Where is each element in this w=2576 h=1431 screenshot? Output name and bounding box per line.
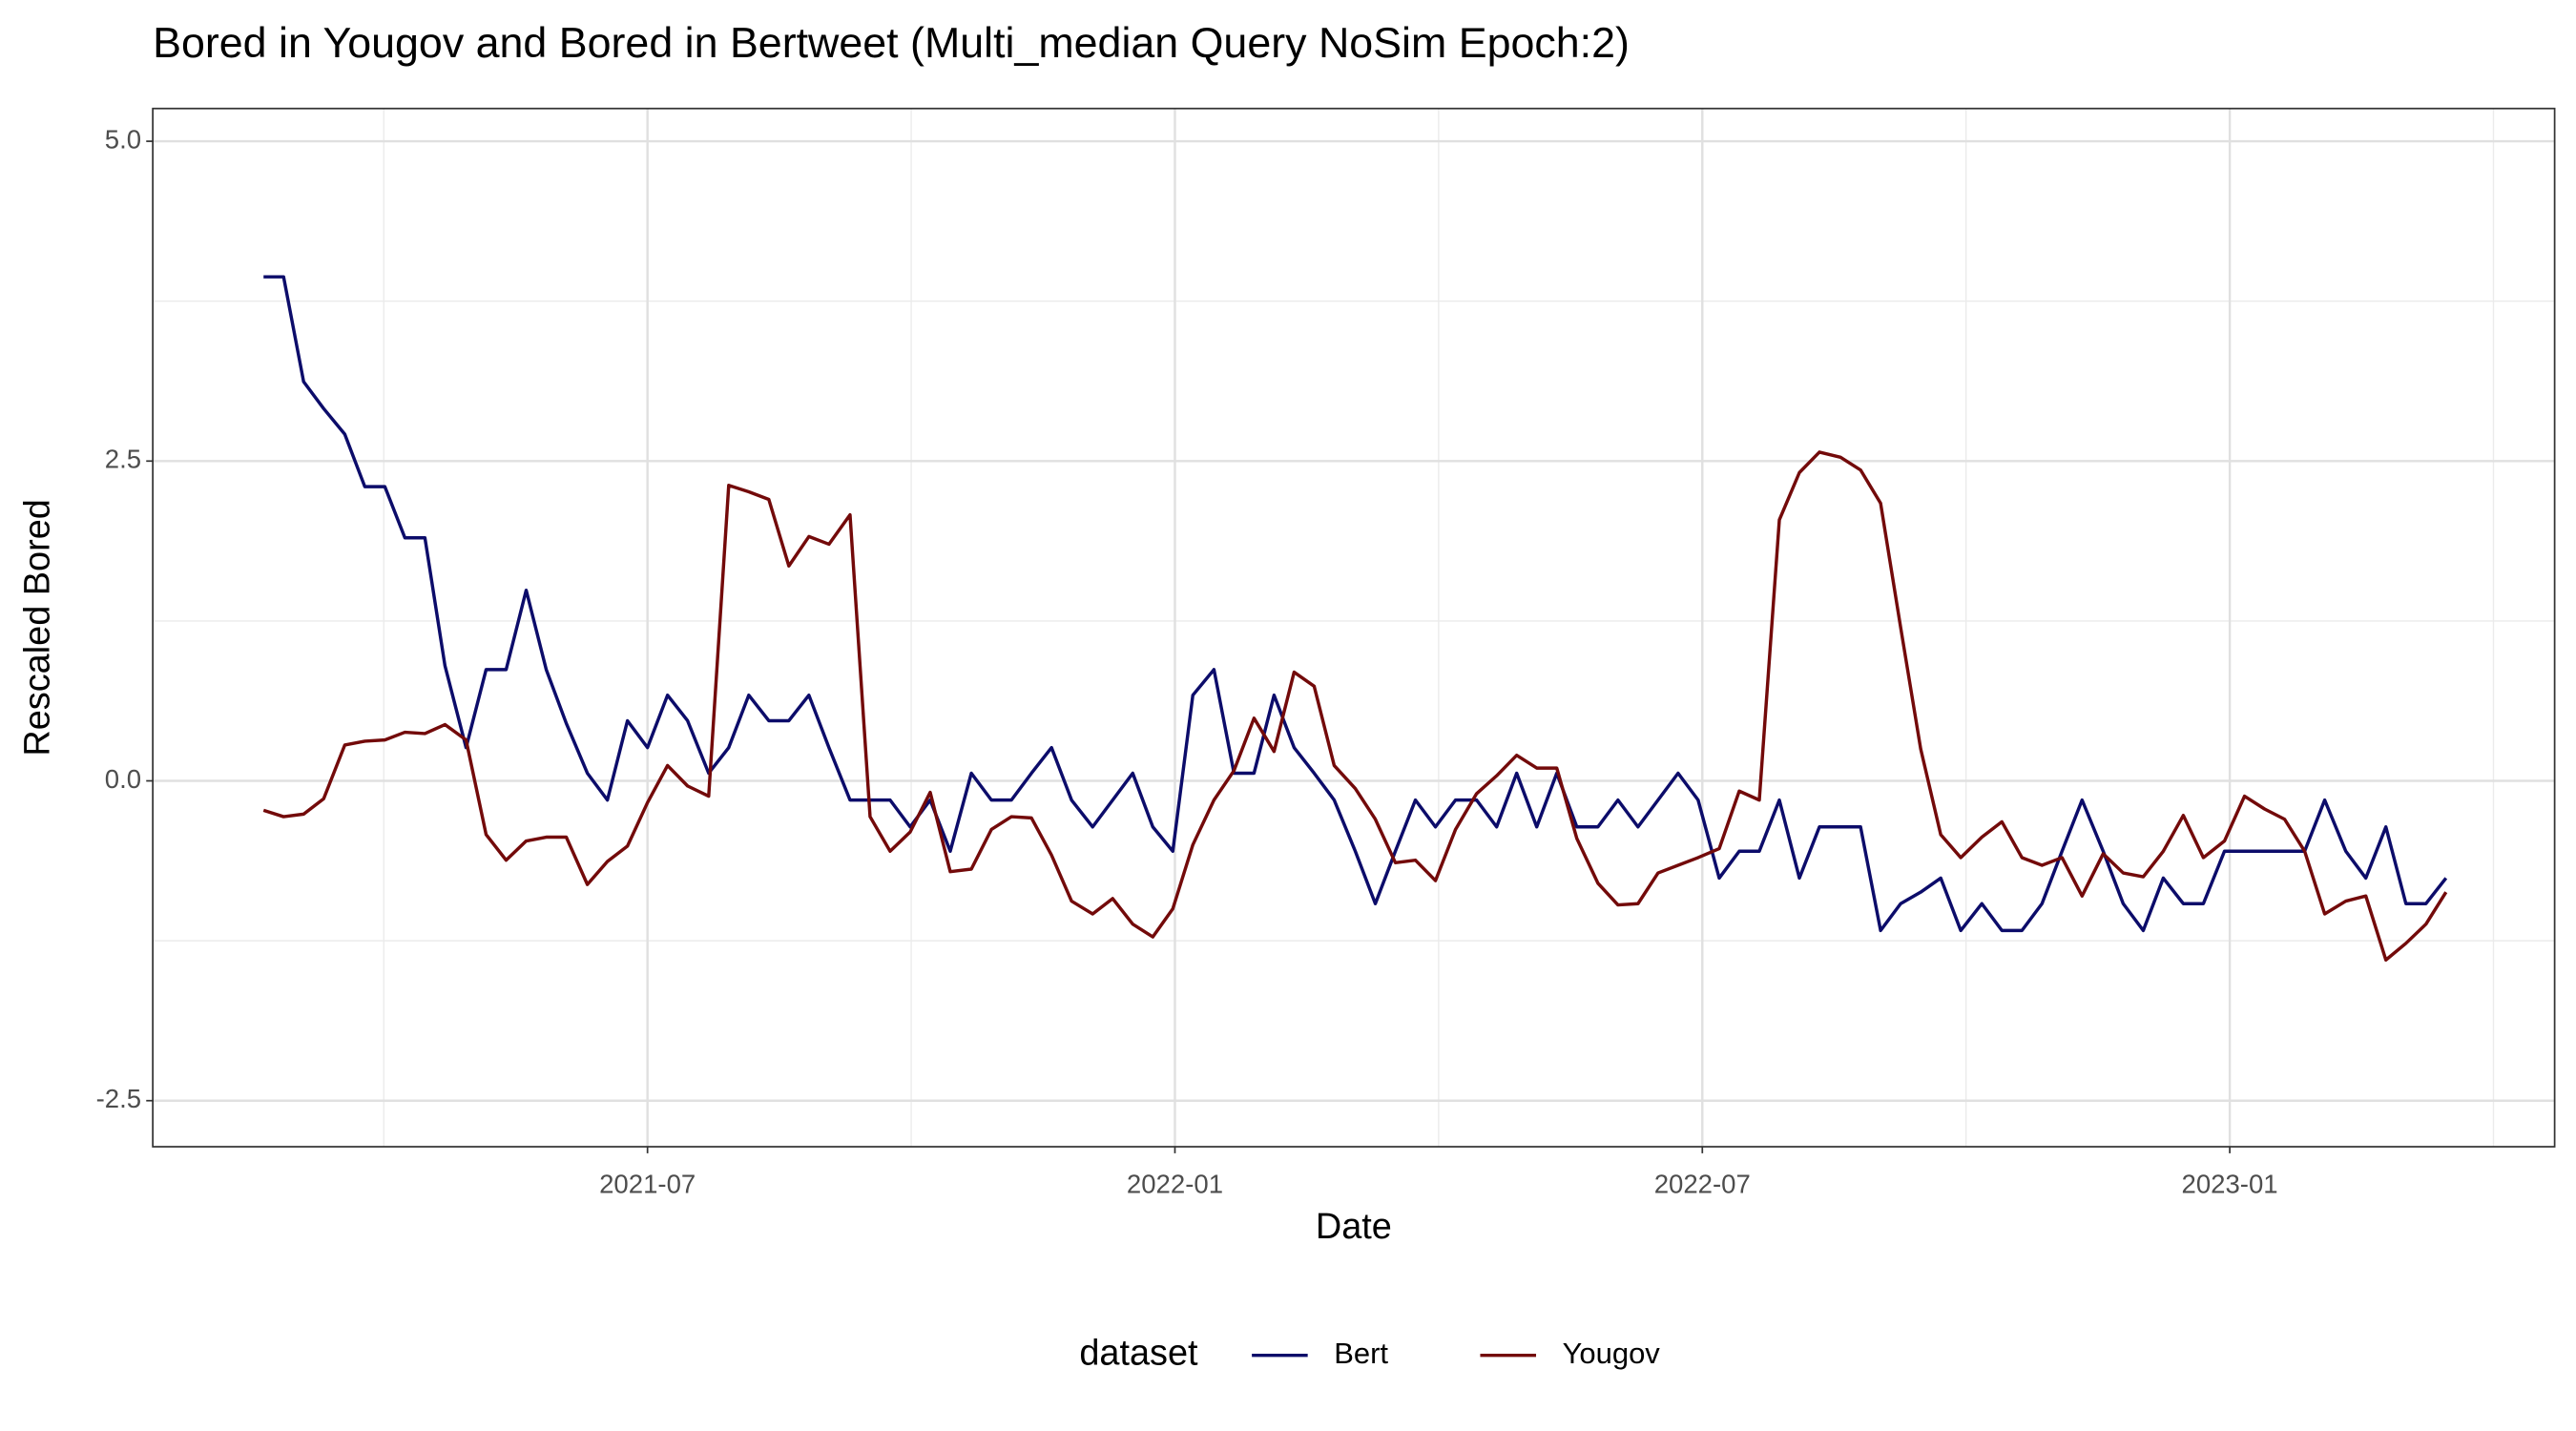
x-tick-label: 2022-07	[1654, 1170, 1751, 1199]
x-tick-label: 2021-07	[599, 1170, 696, 1199]
x-tick-label: 2022-01	[1127, 1170, 1223, 1199]
series-line	[262, 450, 2448, 962]
y-tick-label: 0.0	[105, 764, 141, 794]
y-axis-label: Rescaled Bored	[17, 499, 57, 757]
series-line	[263, 275, 2448, 933]
grid	[153, 108, 2555, 1148]
y-tick-label: -2.5	[96, 1084, 141, 1113]
plot-lines	[262, 275, 2448, 962]
y-tick-label: 5.0	[105, 124, 141, 154]
legend: dataset Bert Yougov	[1079, 1334, 1660, 1374]
legend-label: Yougov	[1563, 1337, 1661, 1370]
legend-title: dataset	[1079, 1334, 1198, 1374]
chart-title: Bored in Yougov and Bored in Bertweet (M…	[153, 19, 1630, 67]
y-tick-label: 2.5	[105, 445, 141, 474]
x-tick-label: 2023-01	[2182, 1170, 2278, 1199]
x-axis-label: Date	[1316, 1207, 1392, 1247]
panel-border	[152, 107, 2556, 1148]
legend-label: Bert	[1334, 1337, 1388, 1370]
